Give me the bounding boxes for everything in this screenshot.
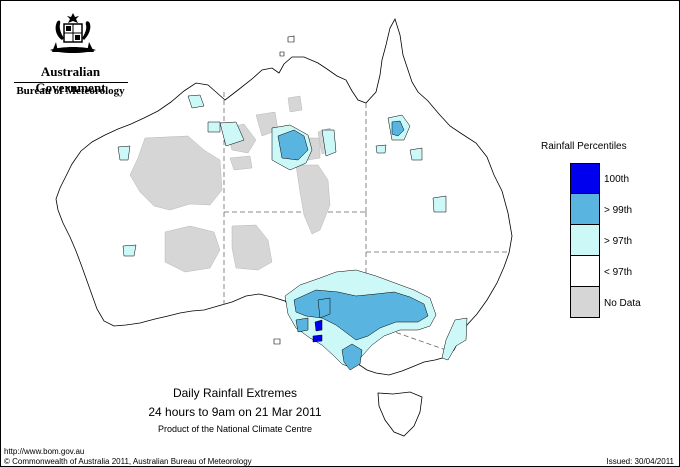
copyright-notice: © Commonwealth of Australia 2011, Austra…: [4, 457, 252, 466]
legend-label: < 97th: [604, 267, 633, 278]
logo-divider: [14, 82, 128, 83]
legend-swatch-97th: [570, 225, 600, 256]
legend-swatch-no-data: [570, 287, 600, 318]
map-caption: Daily Rainfall Extremes 24 hours to 9am …: [100, 385, 370, 436]
legend-label: 100th: [604, 174, 630, 185]
legend-swatch-99th: [570, 194, 600, 225]
above-99th-areas: [277, 120, 429, 371]
government-name: Australian Government: [35, 64, 106, 95]
legend-swatch-100th: [570, 163, 600, 194]
record-100th-areas: [312, 319, 323, 343]
legend-label: > 97th: [604, 236, 633, 247]
legend-label: > 99th: [604, 205, 633, 216]
tasmania-outline: [377, 391, 423, 437]
legend-swatch-below-97th: [570, 256, 600, 287]
government-logo: Australian Government Bureau of Meteorol…: [8, 6, 133, 98]
no-data-areas: [129, 95, 335, 273]
caption-period: 24 hours to 9am on 21 Mar 2011: [148, 405, 322, 419]
caption-title: Daily Rainfall Extremes: [172, 386, 298, 400]
bureau-name: Bureau of Meteorology: [16, 85, 125, 97]
coat-of-arms-icon: [50, 13, 96, 53]
legend-label: No Data: [604, 298, 641, 309]
issued-date: Issued: 30/04/2011: [606, 457, 674, 466]
website-link[interactable]: http://www.bom.gov.au: [4, 447, 85, 456]
legend-title: Rainfall Percentiles: [541, 141, 627, 152]
islands: [273, 35, 295, 345]
caption-credit: Product of the National Climate Centre: [157, 424, 313, 434]
